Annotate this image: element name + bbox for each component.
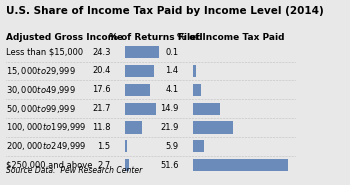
FancyBboxPatch shape xyxy=(193,140,204,152)
Text: % of Returns Filed: % of Returns Filed xyxy=(109,33,203,42)
FancyBboxPatch shape xyxy=(125,140,127,152)
Text: 2.7: 2.7 xyxy=(97,161,111,170)
FancyBboxPatch shape xyxy=(193,84,201,96)
FancyBboxPatch shape xyxy=(193,102,220,115)
Text: $200,000 to $249,999: $200,000 to $249,999 xyxy=(6,140,86,152)
Text: 14.9: 14.9 xyxy=(160,104,178,113)
Text: 20.4: 20.4 xyxy=(92,66,111,75)
Text: 11.8: 11.8 xyxy=(92,123,111,132)
Text: $250,000 and above: $250,000 and above xyxy=(6,161,92,170)
FancyBboxPatch shape xyxy=(193,121,233,134)
FancyBboxPatch shape xyxy=(125,121,142,134)
Text: 24.3: 24.3 xyxy=(92,48,111,57)
FancyBboxPatch shape xyxy=(125,159,129,171)
Text: Less than $15,000: Less than $15,000 xyxy=(6,48,83,57)
FancyBboxPatch shape xyxy=(125,102,156,115)
Text: Source Data:  Pew Research Center: Source Data: Pew Research Center xyxy=(6,166,142,175)
FancyBboxPatch shape xyxy=(125,84,150,96)
Text: % of Income Tax Paid: % of Income Tax Paid xyxy=(177,33,285,42)
FancyBboxPatch shape xyxy=(125,46,159,58)
Text: $100,000 to $199,999: $100,000 to $199,999 xyxy=(6,122,86,134)
Text: $50,000 to $99,999: $50,000 to $99,999 xyxy=(6,103,76,115)
Text: 17.6: 17.6 xyxy=(92,85,111,94)
Text: 5.9: 5.9 xyxy=(165,142,178,151)
Text: 4.1: 4.1 xyxy=(165,85,178,94)
Text: 0.1: 0.1 xyxy=(165,48,178,57)
Text: 1.5: 1.5 xyxy=(97,142,111,151)
FancyBboxPatch shape xyxy=(125,65,154,77)
Text: $30,000 to $49,999: $30,000 to $49,999 xyxy=(6,84,76,96)
Text: U.S. Share of Income Tax Paid by Income Level (2014): U.S. Share of Income Tax Paid by Income … xyxy=(6,6,323,16)
Text: 21.9: 21.9 xyxy=(160,123,178,132)
Text: 1.4: 1.4 xyxy=(165,66,178,75)
Text: 51.6: 51.6 xyxy=(160,161,178,170)
Text: $15,000 to $29,999: $15,000 to $29,999 xyxy=(6,65,76,77)
FancyBboxPatch shape xyxy=(193,65,196,77)
Text: 21.7: 21.7 xyxy=(92,104,111,113)
FancyBboxPatch shape xyxy=(193,159,288,171)
Text: Adjusted Gross Income: Adjusted Gross Income xyxy=(6,33,123,42)
